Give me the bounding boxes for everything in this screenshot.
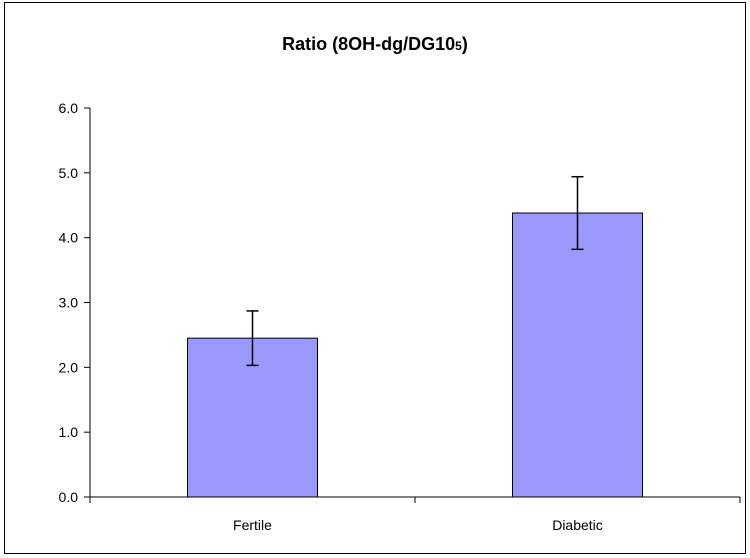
x-tick-label: Fertile <box>233 517 272 533</box>
y-tick-label: 1.0 <box>59 424 79 440</box>
bar-diabetic <box>512 212 643 498</box>
y-tick-label: 3.0 <box>59 295 79 311</box>
y-tick-label: 0.0 <box>59 489 79 505</box>
y-tick-label: 5.0 <box>59 165 79 181</box>
y-tick-label: 2.0 <box>59 359 79 375</box>
chart-title-suffix: ) <box>462 34 468 54</box>
chart-title-superscript: 5 <box>455 39 462 53</box>
x-tick-label: Diabetic <box>552 517 603 533</box>
chart-title: Ratio (8OH-dg/DG105) <box>282 34 468 54</box>
chart-title-main: Ratio (8OH-dg/DG10 <box>282 34 455 54</box>
y-tick-label: 4.0 <box>59 230 79 246</box>
y-tick-label: 6.0 <box>59 100 79 116</box>
